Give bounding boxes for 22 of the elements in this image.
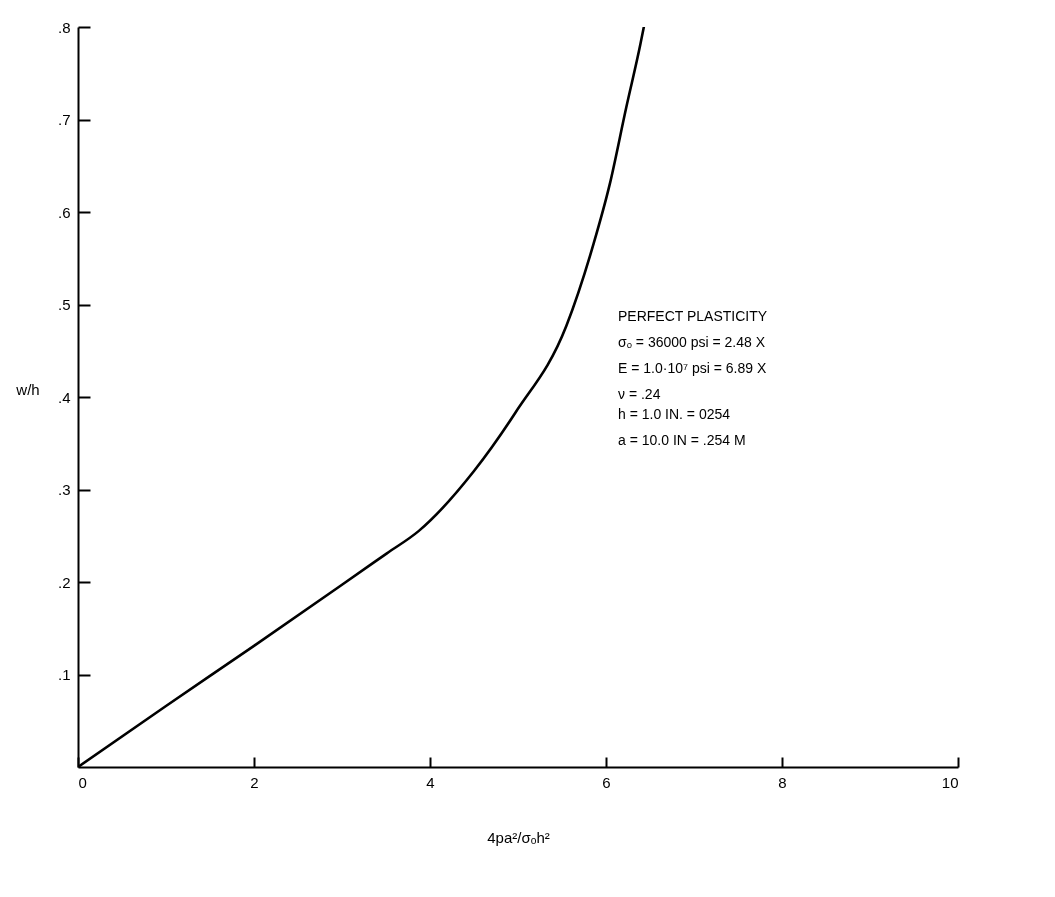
y-tick-label: .2 [57, 573, 71, 591]
y-tick-label: .7 [57, 111, 71, 128]
y-tick-label: .4 [57, 388, 71, 406]
x-tick-label: 6 [602, 773, 611, 791]
y-tick-label: .5 [57, 296, 71, 313]
y-axis-title: w/h [15, 380, 40, 398]
x-axis-title: 4pa²/σₒh² [487, 828, 550, 846]
y-tick-label: .8 [57, 18, 71, 36]
y-tick-label: .6 [57, 203, 71, 221]
x-tick-label: 0 [78, 773, 87, 791]
annotation: h = 1.0 IN. = 0254 [618, 406, 731, 422]
y-tick-label: .1 [57, 666, 71, 683]
annotation: a = 10.0 IN = .254 M [618, 432, 746, 448]
annotation: PERFECT PLASTICITY [618, 308, 768, 324]
annotation: σₒ = 36000 psi = 2.48 X [618, 334, 766, 350]
y-tick-label: .3 [57, 481, 71, 498]
x-tick-label: 4 [426, 773, 435, 791]
annotation: ν = .24 [618, 386, 661, 402]
x-tick-label: 8 [778, 773, 787, 791]
x-tick-label: 2 [250, 773, 259, 791]
x-tick-label: 10 [941, 773, 959, 791]
annotation: E = 1.0·10⁷ psi = 6.89 X [618, 360, 767, 376]
